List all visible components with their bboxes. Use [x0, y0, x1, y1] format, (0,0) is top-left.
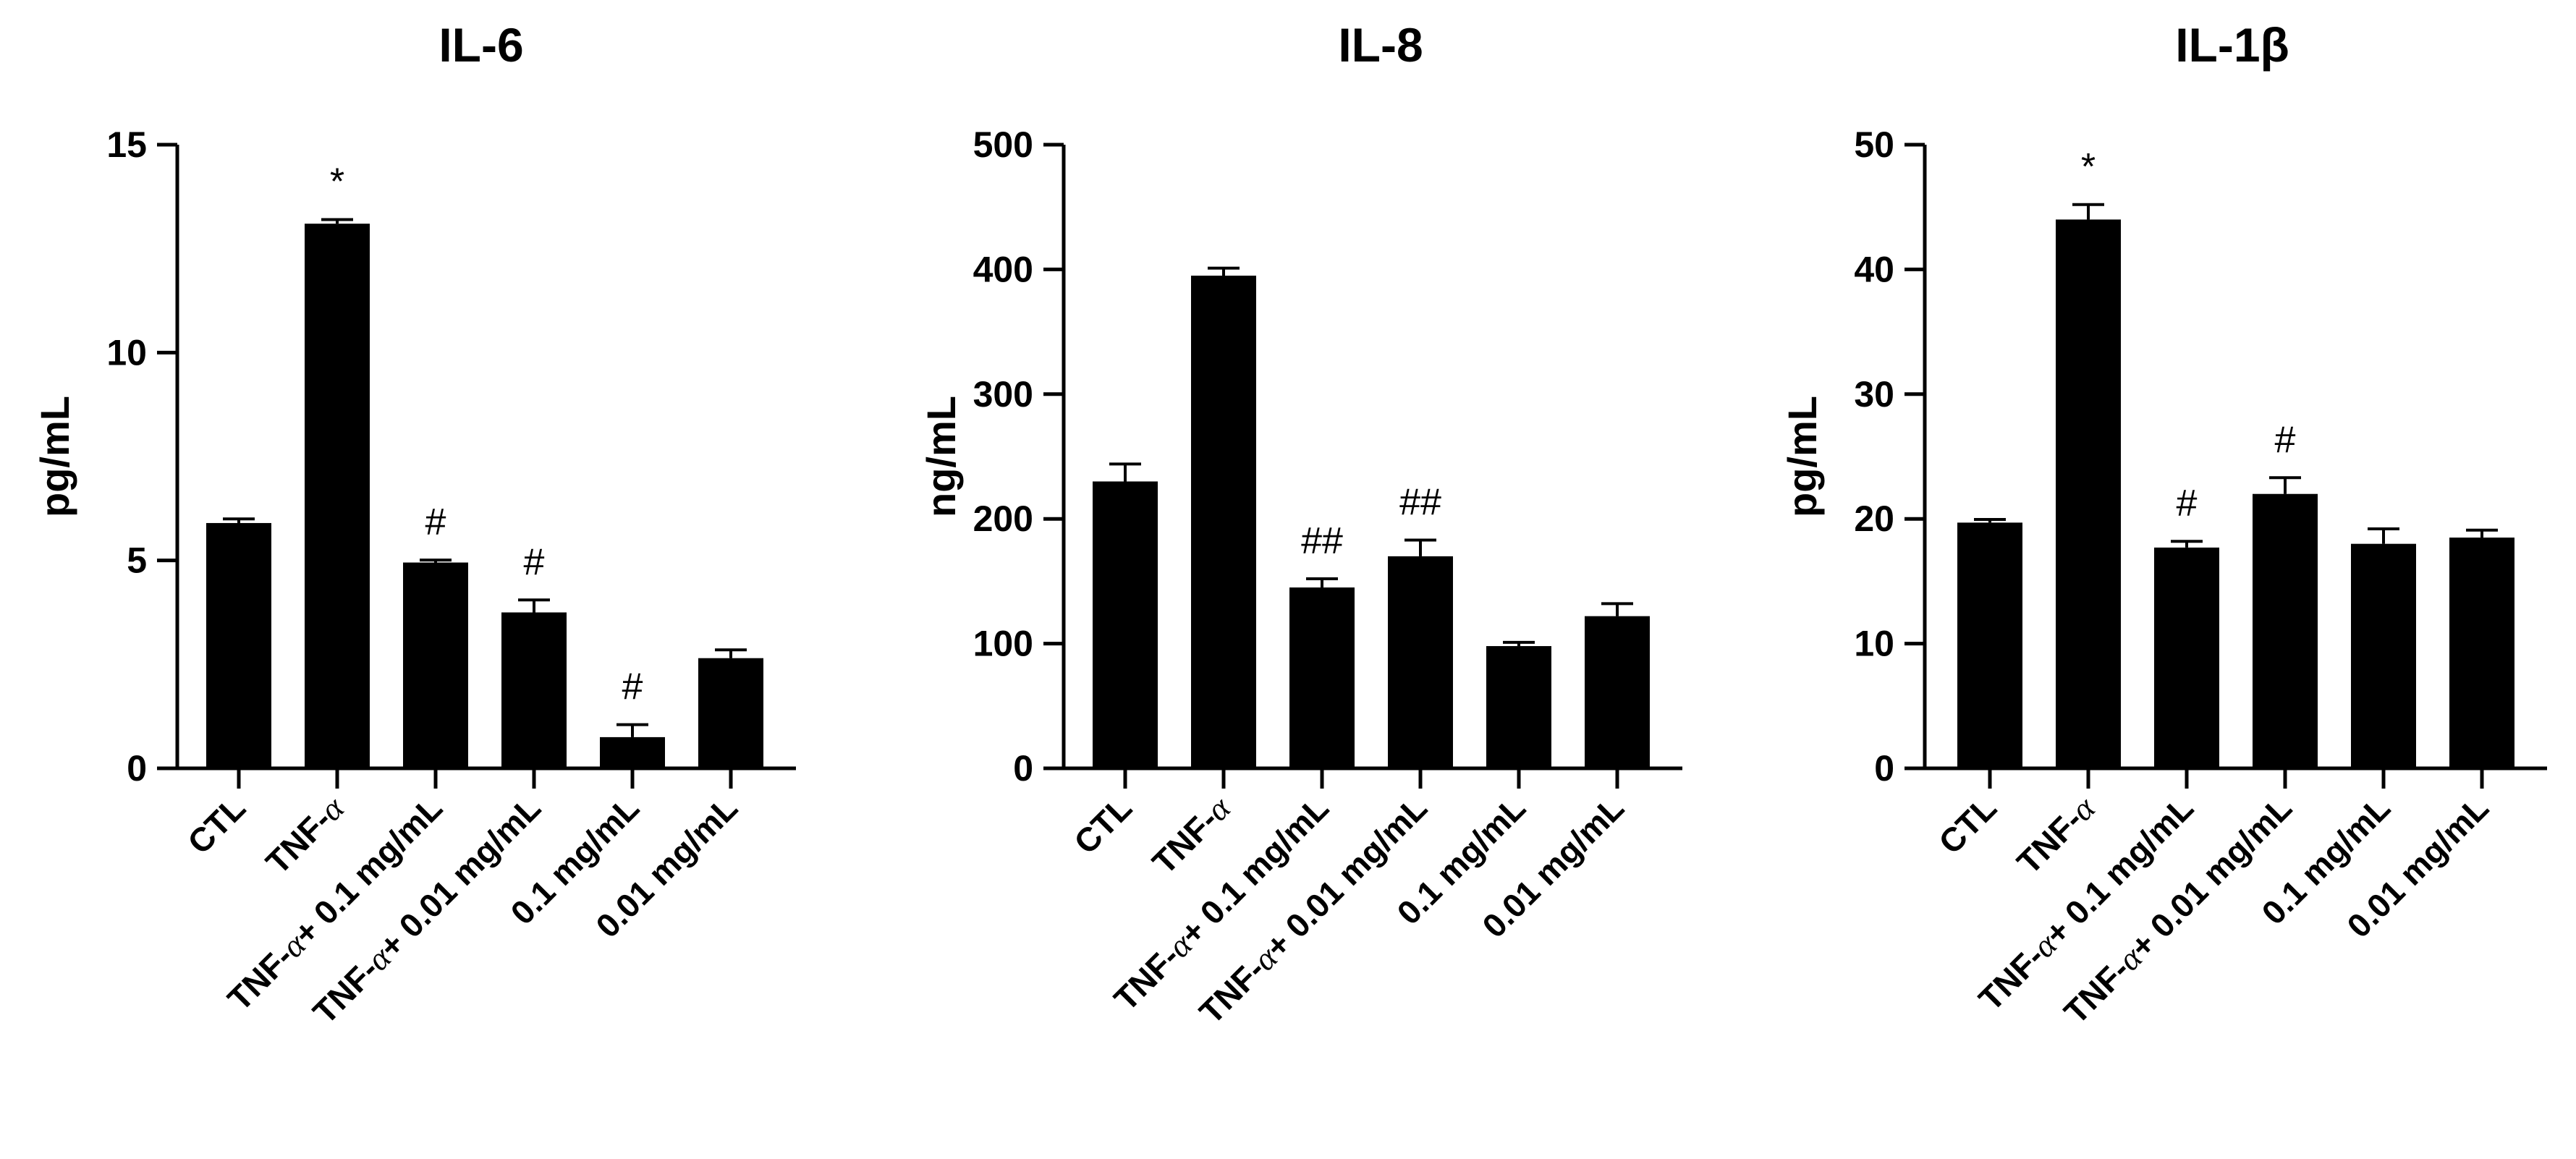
y-tick-label: 0	[1874, 748, 1894, 789]
panel0-category-label-1: TNF-α	[258, 789, 352, 882]
y-tick-label: 10	[106, 332, 147, 373]
panel1-bar-3	[1388, 556, 1453, 768]
chart-title: IL-8	[1338, 18, 1423, 72]
panel1-significance-3: ##	[1399, 482, 1441, 524]
y-tick-label: 20	[1854, 498, 1894, 539]
y-tick-label: 40	[1854, 249, 1894, 289]
panel1-significance-2: ##	[1301, 520, 1343, 562]
y-tick-label: 15	[106, 124, 147, 165]
panel1-bar-0	[1093, 481, 1158, 768]
panel0-significance-2: #	[425, 501, 446, 543]
y-tick-label: 10	[1854, 624, 1894, 664]
y-tick-label: 500	[973, 124, 1033, 165]
panel1-bar-1	[1191, 276, 1256, 768]
panel0-bar-5	[698, 658, 763, 768]
y-axis-label: pg/mL	[1779, 396, 1825, 517]
panel1-category-label-0: CTL	[1067, 789, 1139, 861]
panel1-bar-2	[1289, 587, 1355, 768]
y-axis-label: ng/mL	[918, 396, 964, 517]
panel0-significance-1: *	[330, 161, 344, 203]
y-tick-label: 0	[127, 748, 147, 789]
y-tick-label: 30	[1854, 374, 1894, 415]
chart-title: IL-6	[438, 18, 523, 72]
panel0-significance-3: #	[524, 541, 545, 583]
y-tick-label: 5	[127, 540, 147, 581]
panel2-bar-0	[1957, 522, 2022, 768]
y-tick-label: 200	[973, 498, 1033, 539]
panel0-significance-4: #	[622, 666, 643, 708]
y-axis-label: pg/mL	[32, 396, 77, 517]
panel0-bar-0	[206, 522, 271, 768]
panel2-bar-2	[2154, 547, 2219, 768]
panel0-bar-1	[305, 224, 370, 769]
y-tick-label: 0	[1013, 748, 1033, 789]
panel2-bar-5	[2449, 538, 2514, 768]
panel2-category-label-1: TNF-α	[2009, 789, 2103, 882]
panel2-significance-2: #	[2177, 483, 2198, 525]
panel1-bar-4	[1486, 646, 1551, 768]
y-tick-label: 50	[1854, 124, 1894, 165]
panel2-significance-3: #	[2275, 419, 2296, 461]
panel0-bar-3	[501, 612, 567, 768]
y-tick-label: 100	[973, 624, 1033, 664]
panel2-category-label-0: CTL	[1931, 789, 2004, 861]
panel2-bar-4	[2351, 543, 2416, 768]
panel1-category-label-1: TNF-α	[1145, 789, 1238, 882]
panel2-bar-1	[2056, 219, 2121, 768]
panel1-bar-5	[1585, 616, 1650, 768]
panel0-bar-2	[403, 562, 468, 768]
panel2-significance-1: *	[2081, 146, 2096, 188]
panel0-category-label-0: CTL	[180, 789, 253, 861]
panel2-bar-3	[2253, 493, 2318, 768]
y-tick-label: 400	[973, 249, 1033, 289]
chart-title: IL-1β	[2175, 18, 2289, 72]
panel0-bar-4	[600, 736, 665, 768]
y-tick-label: 300	[973, 374, 1033, 415]
